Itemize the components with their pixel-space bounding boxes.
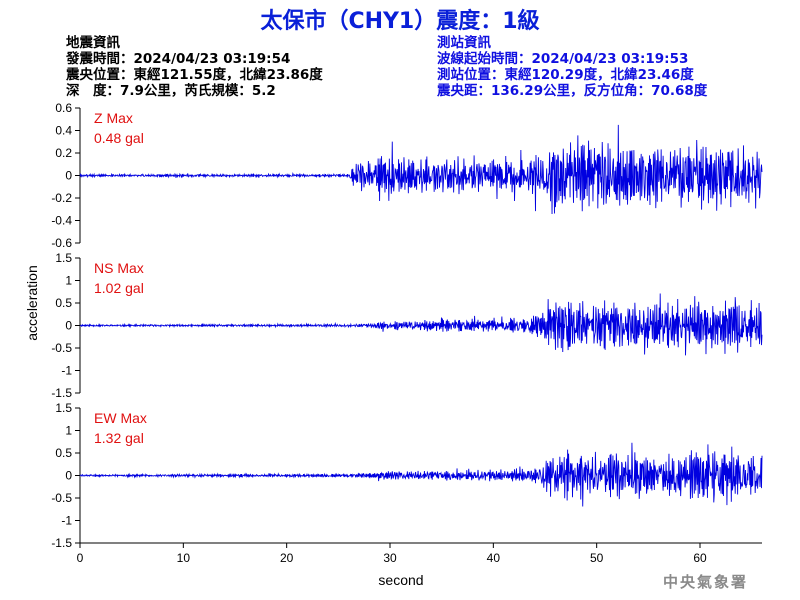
y-tick-label: 0 [65, 169, 72, 183]
waveform-z [79, 124, 763, 214]
x-tick-label: 30 [383, 551, 397, 565]
quake-depth-magnitude: 深 度：7.9公里，芮氏規模：5.2 [66, 83, 276, 99]
y-tick-label: 0.2 [55, 146, 72, 160]
quake-epicenter-location: 震央位置：東經121.55度，北緯23.86度 [66, 67, 323, 83]
x-tick-label: 20 [280, 551, 294, 565]
y-tick-label: -1.5 [51, 386, 72, 400]
y-tick-label: 0 [65, 319, 72, 333]
y-tick-label: 0.5 [55, 446, 72, 460]
y-tick-label: 0.5 [55, 296, 72, 310]
y-tick-label: -1 [61, 364, 72, 378]
quake-origin-time: 發震時間：2024/04/23 03:19:54 [66, 51, 291, 67]
x-tick-label: 10 [177, 551, 191, 565]
y-tick-label: 1 [65, 274, 72, 288]
quake-info-block: 地震資訊 發震時間：2024/04/23 03:19:54 震央位置：東經121… [66, 35, 323, 99]
max-value-ns: 1.02 gal [94, 280, 144, 296]
x-tick-label: 40 [487, 551, 501, 565]
x-tick-label: 50 [590, 551, 604, 565]
y-tick-label: -0.4 [51, 214, 72, 228]
y-tick-label: 1.5 [55, 251, 72, 265]
y-tick-label: -1.5 [51, 536, 72, 550]
page-title: 太保市（CHY1）震度：1級 [260, 9, 540, 34]
max-value-ew: 1.32 gal [94, 430, 144, 446]
station-onset-time: 波線起始時間：2024/04/23 03:19:53 [437, 51, 689, 67]
y-tick-label: -0.5 [51, 491, 72, 505]
waveform-ns [79, 293, 763, 356]
station-location: 測站位置：東經120.29度，北緯23.46度 [437, 67, 694, 83]
y-axis-title: acceleration [24, 265, 40, 341]
y-tick-label: -1 [61, 514, 72, 528]
max-label-ew: EW Max [94, 410, 147, 426]
max-value-z: 0.48 gal [94, 130, 144, 146]
y-tick-label: 1.5 [55, 401, 72, 415]
quake-info-heading: 地震資訊 [66, 35, 120, 51]
y-tick-label: -0.6 [51, 236, 72, 250]
max-label-z: Z Max [94, 110, 133, 126]
agency-credit: 中央氣象署 [662, 573, 748, 591]
station-info-heading: 測站資訊 [437, 35, 491, 51]
waveform-ew [79, 442, 763, 507]
y-tick-label: 0 [65, 469, 72, 483]
y-tick-label: 0.4 [55, 124, 72, 138]
x-tick-label: 0 [77, 551, 84, 565]
max-label-ns: NS Max [94, 260, 144, 276]
x-tick-label: 60 [693, 551, 707, 565]
y-tick-label: -0.5 [51, 341, 72, 355]
station-distance: 震央距：136.29公里，反方位角：70.68度 [437, 83, 708, 99]
x-axis-title: second [378, 572, 423, 588]
y-tick-label: 0.6 [55, 101, 72, 115]
y-tick-label: 1 [65, 424, 72, 438]
station-info-block: 測站資訊 波線起始時間：2024/04/23 03:19:53 測站位置：東經1… [437, 35, 707, 99]
y-tick-label: -0.2 [51, 191, 72, 205]
